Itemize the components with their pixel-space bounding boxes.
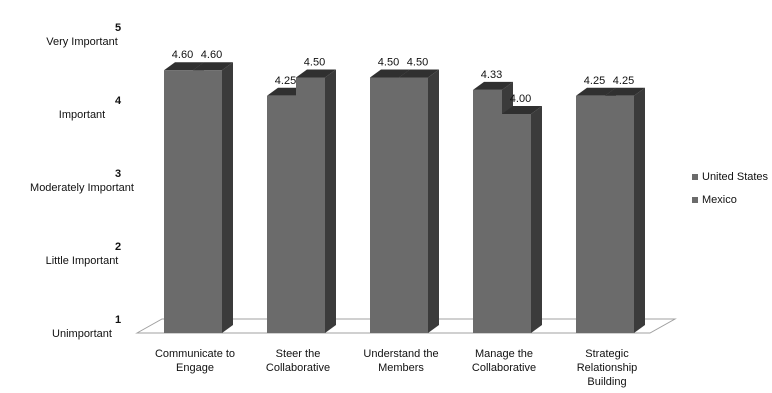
bar-top (473, 81, 513, 90)
bars (164, 62, 645, 333)
category-label: Collaborative (266, 362, 330, 374)
y-tick-number: 5 (115, 22, 121, 34)
bar-front (193, 70, 222, 333)
data-label: 4.25 (275, 75, 296, 87)
y-tick-label: Little Important (46, 255, 119, 267)
category-label: Collaborative (472, 362, 536, 374)
data-label: 4.50 (378, 57, 399, 69)
data-label: 4.25 (584, 75, 605, 87)
bar-top (605, 87, 645, 96)
bar-front (473, 89, 502, 333)
bar-side (222, 62, 233, 333)
bar-top (164, 62, 204, 71)
y-tick-number: 1 (115, 314, 121, 326)
y-tick-label: Moderately Important (30, 182, 134, 194)
data-label: 4.33 (481, 69, 502, 81)
category-label: Engage (176, 362, 214, 374)
data-labels: 4.60 4.25 4.50 4.33 4.25 4.60 4.50 4.50 4.00 4.25 (172, 49, 634, 105)
category-label: Relationship (577, 362, 638, 374)
bar-front (605, 95, 634, 333)
legend-swatch (692, 174, 698, 180)
y-tick-label: Important (59, 109, 105, 121)
y-tick-label: Unimportant (52, 328, 112, 340)
data-label: 4.60 (201, 49, 222, 61)
category-label: Manage the (475, 348, 533, 360)
data-label: 4.60 (172, 49, 193, 61)
category-label: Strategic (585, 348, 629, 360)
bar-front (502, 114, 531, 333)
bar-top (502, 106, 542, 114)
category-label: Understand the (363, 348, 438, 360)
bar-side (428, 69, 439, 333)
bar (399, 69, 439, 333)
bar (502, 106, 542, 333)
category-label: Building (587, 376, 626, 388)
legend: United States Mexico (692, 171, 769, 206)
bar-front (399, 77, 428, 333)
bar-top (576, 87, 616, 96)
bar-top (193, 62, 233, 71)
bar-front (164, 70, 193, 333)
data-label: 4.50 (407, 57, 428, 69)
bar-side (531, 106, 542, 333)
x-axis-categories: Communicate to Engage Steer the Collaborati… (155, 348, 637, 388)
bar (296, 69, 336, 333)
bar-front (296, 77, 325, 333)
y-tick-number: 4 (115, 95, 122, 107)
bar (193, 62, 233, 333)
category-label: Members (378, 362, 424, 374)
bar-top (370, 69, 410, 78)
data-label: 4.50 (304, 57, 325, 69)
data-label: 4.25 (613, 75, 634, 87)
y-tick-label: Very Important (46, 36, 118, 48)
data-label: 4.00 (510, 93, 531, 105)
legend-label: Mexico (702, 194, 737, 206)
category-label: Communicate to (155, 348, 235, 360)
category-label: Steer the (276, 348, 321, 360)
bar-top (399, 69, 439, 78)
y-tick-number: 2 (115, 241, 121, 253)
y-tick-number: 3 (115, 168, 121, 180)
y-axis: 5 Very Important 4 Important 3 Moderately Imp… (30, 22, 134, 340)
bar-side (325, 69, 336, 333)
bar-front (576, 95, 605, 333)
bar-front (267, 95, 296, 333)
bar-front (370, 77, 399, 333)
bar (605, 87, 645, 333)
bar-side (634, 87, 645, 333)
legend-label: United States (702, 171, 769, 183)
legend-swatch (692, 197, 698, 203)
bar-top (296, 69, 336, 78)
